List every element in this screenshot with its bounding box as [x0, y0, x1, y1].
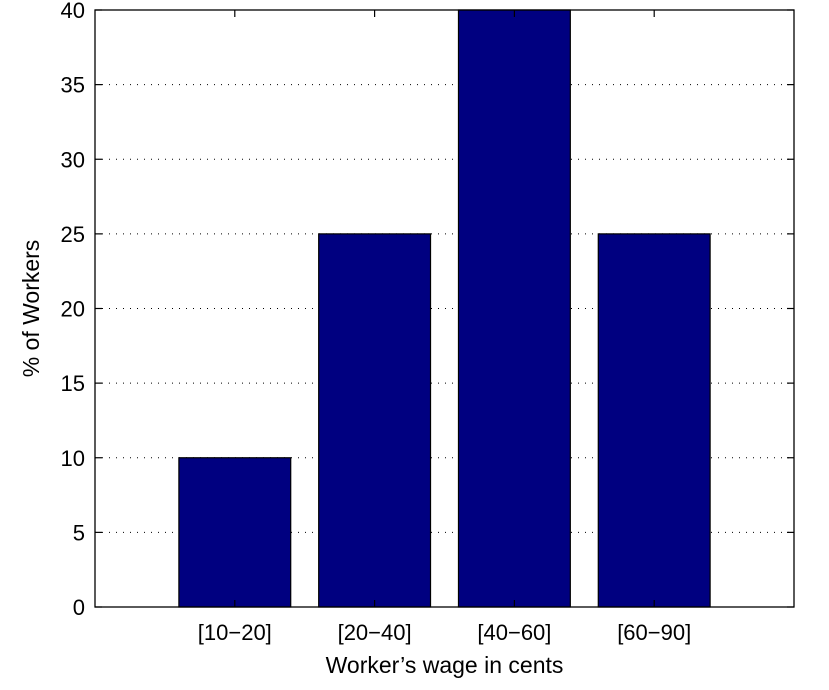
- bar: [318, 233, 432, 608]
- x-tick-labels: [10−20] [20−40] [40−60] [60−90]: [198, 620, 691, 645]
- bar: [457, 9, 571, 608]
- x-tick-label: [10−20]: [198, 620, 272, 645]
- x-tick-label: [20−40]: [338, 620, 412, 645]
- y-tick-label: 20: [61, 297, 85, 322]
- x-tick-label: [60−90]: [617, 620, 691, 645]
- y-tick-labels: 0 5 10 15 20 25 30 35 40: [61, 0, 85, 620]
- y-tick-label: 30: [61, 147, 85, 172]
- bar: [597, 233, 711, 608]
- y-tick-label: 5: [73, 520, 85, 545]
- y-tick-label: 0: [73, 595, 85, 620]
- y-tick-label: 10: [61, 446, 85, 471]
- x-tick-label: [40−60]: [477, 620, 551, 645]
- y-tick-label: 25: [61, 222, 85, 247]
- bar: [178, 457, 292, 608]
- x-axis-title: Worker’s wage in cents: [326, 652, 564, 678]
- y-tick-label: 35: [61, 73, 85, 98]
- y-tick-label: 15: [61, 371, 85, 396]
- bars: [178, 9, 711, 608]
- y-tick-label: 40: [61, 0, 85, 23]
- y-axis-title: % of Workers: [18, 240, 44, 378]
- tick-marks: [95, 9, 794, 608]
